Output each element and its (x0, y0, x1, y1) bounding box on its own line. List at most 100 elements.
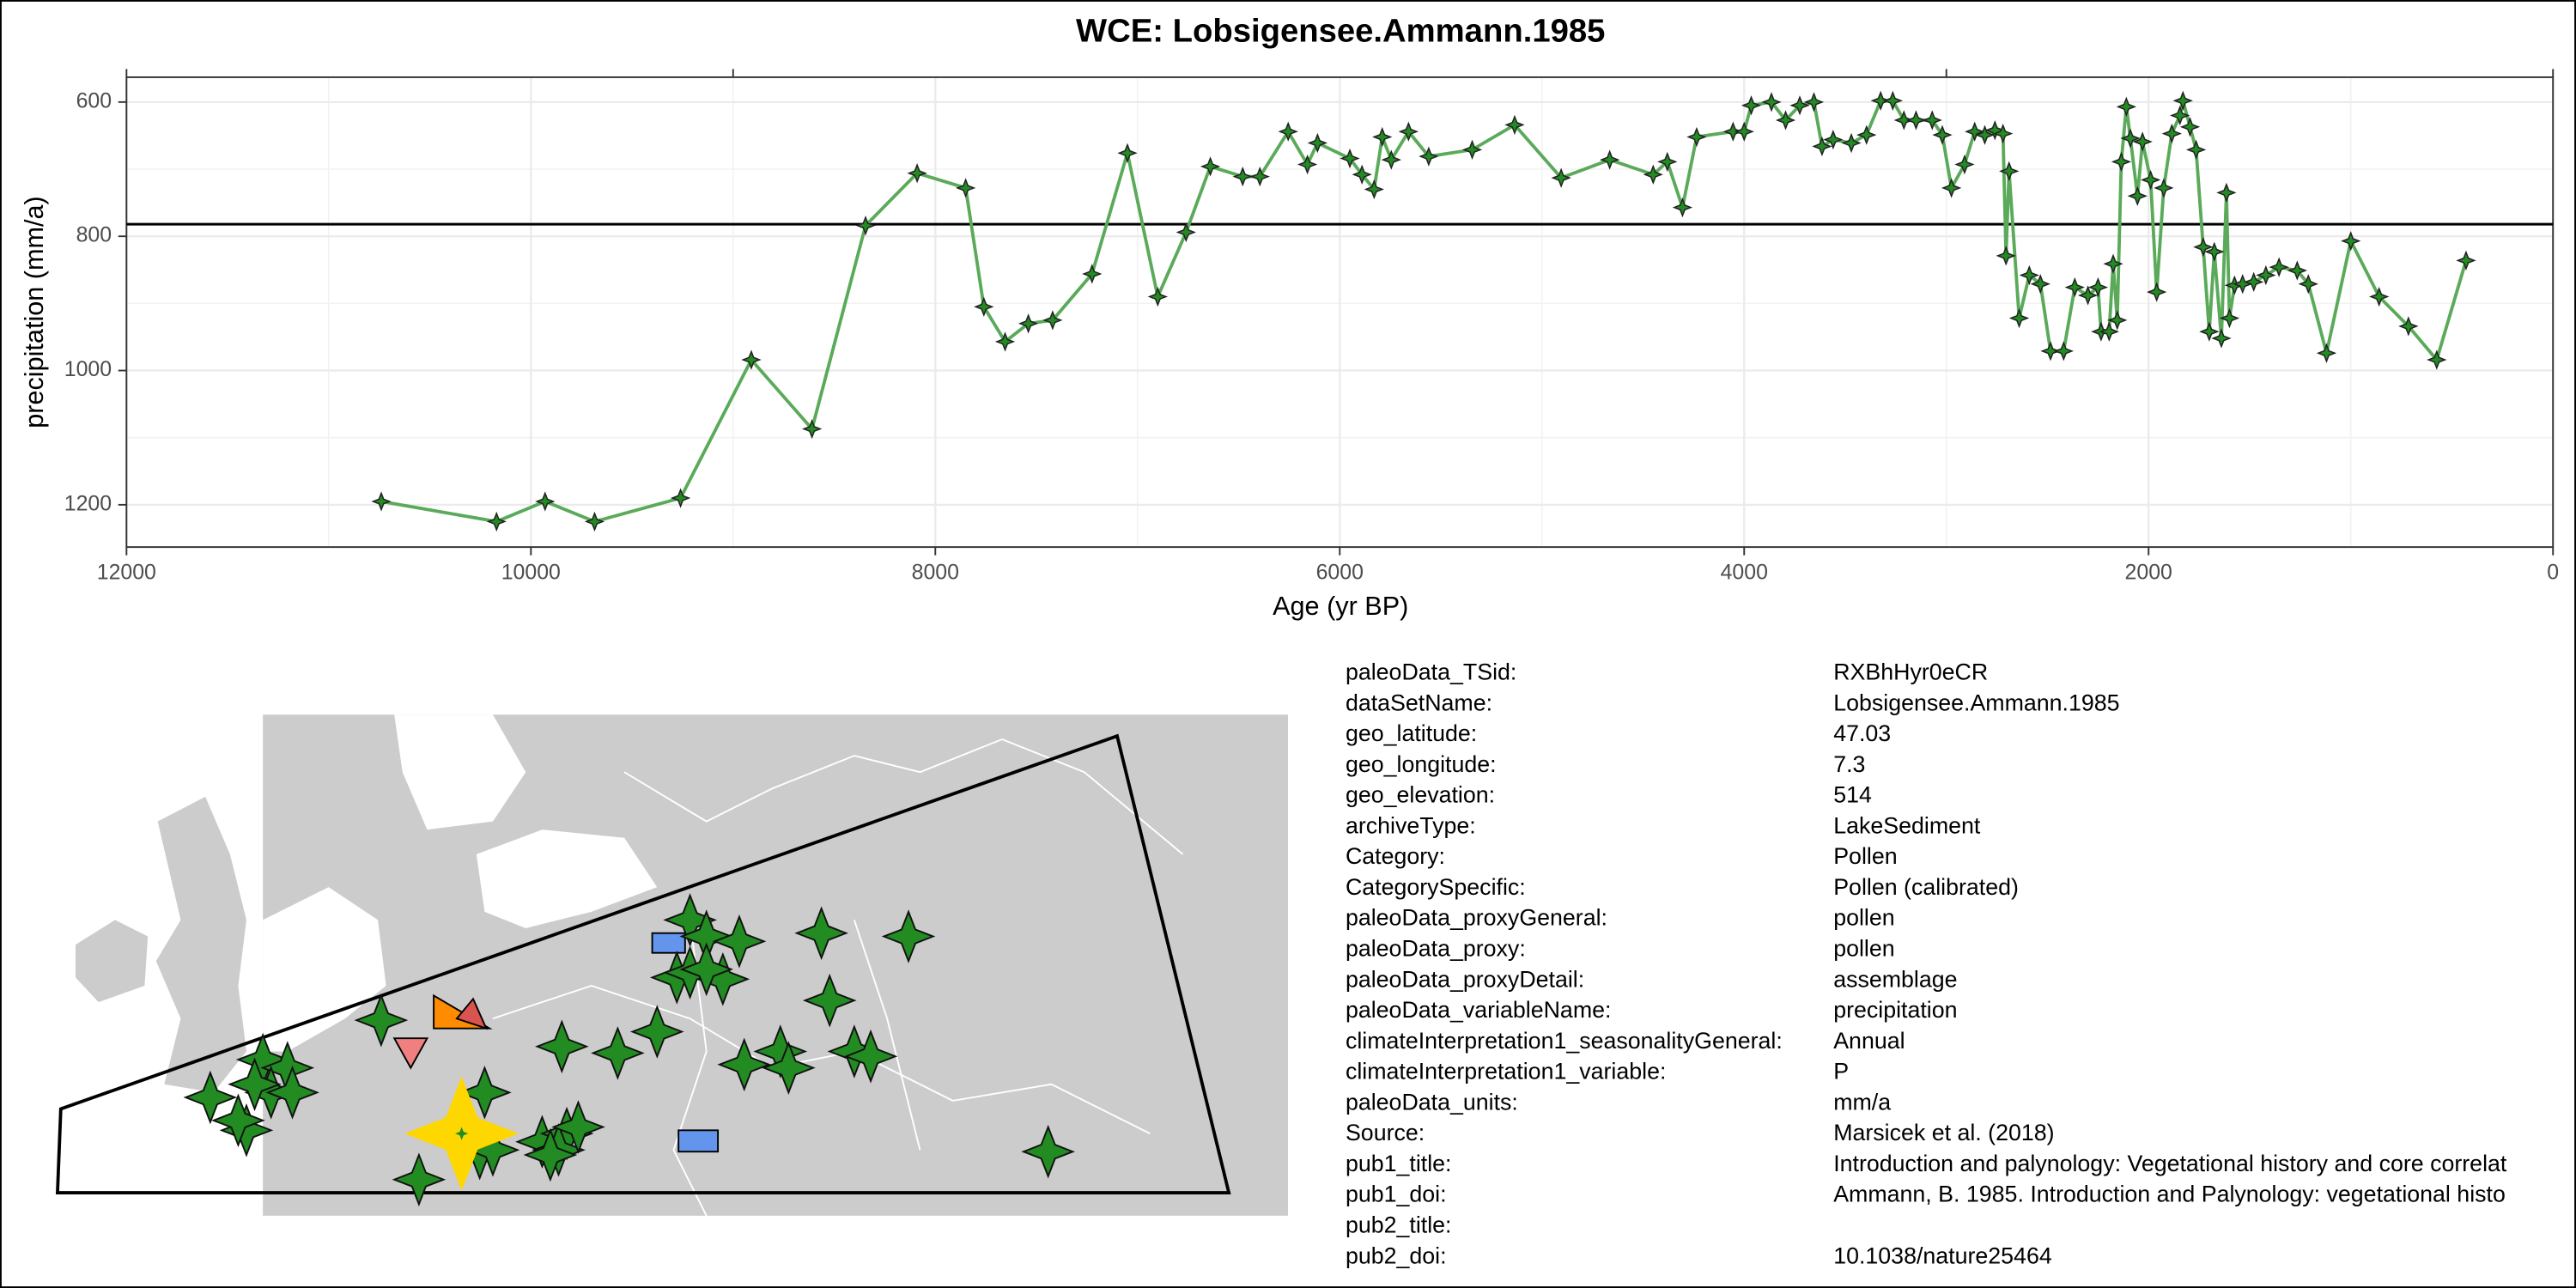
site-marker (591, 1026, 645, 1080)
point (2132, 131, 2153, 152)
point (1893, 110, 1914, 131)
meta-value: pollen (1833, 905, 1894, 931)
point (1249, 166, 1270, 187)
point (1398, 121, 1419, 142)
point (1823, 129, 1844, 150)
meta-value: 10.1038/nature25464 (1833, 1242, 2052, 1268)
point (1999, 161, 2020, 182)
point (1741, 95, 1762, 116)
point (1761, 92, 1782, 112)
meta-value: Lobsigensee.Ammann.1985 (1833, 690, 2119, 715)
site-marker (455, 997, 489, 1030)
point (1686, 126, 1707, 148)
point (2199, 321, 2220, 342)
border (492, 984, 1151, 1135)
site-marker (663, 893, 717, 947)
point (1117, 143, 1138, 163)
site-marker (523, 1127, 578, 1182)
point (1789, 95, 1810, 116)
point (2172, 90, 2193, 111)
meta-value: precipitation (1833, 997, 1957, 1023)
meta-value: mm/a (1833, 1089, 1891, 1115)
meta-key: paleoData_variableName: (1346, 997, 1611, 1023)
land (76, 920, 149, 1003)
point (2111, 151, 2132, 173)
meta-value: 7.3 (1833, 751, 1865, 777)
point (1297, 154, 1318, 175)
meta-value: RXBhHyr0eCR (1833, 659, 1988, 685)
point (2146, 282, 2167, 302)
region-outline (55, 733, 1231, 1194)
meta-key: pub2_doi: (1346, 1242, 1447, 1268)
meta-value: Pollen (1833, 843, 1897, 869)
meta-key: geo_latitude: (1346, 720, 1477, 746)
point (1461, 139, 1483, 161)
site-marker (354, 993, 409, 1048)
point (1672, 197, 1693, 218)
point (2120, 128, 2141, 149)
point (2077, 285, 2099, 306)
land (155, 796, 246, 1093)
point (1941, 178, 1962, 198)
y-tick-label: 1000 (64, 357, 112, 381)
x-tick-label: 10000 (501, 560, 561, 584)
point (2154, 178, 2174, 198)
point (1657, 151, 1678, 173)
point (2244, 271, 2264, 293)
site-marker (265, 1065, 319, 1120)
point (1551, 167, 1571, 188)
selected-site-center (454, 1127, 469, 1140)
meta-value: Annual (1833, 1028, 1905, 1054)
point (2256, 264, 2276, 286)
site-marker (679, 942, 734, 997)
point (1856, 125, 1877, 145)
meta-key: paleoData_proxy: (1346, 936, 1526, 962)
meta-value: assemblage (1833, 966, 1957, 992)
meta-key: climateInterpretation1_variable: (1346, 1059, 1666, 1084)
point (2179, 117, 2201, 137)
point (486, 511, 507, 532)
map (55, 714, 1288, 1217)
point (1922, 110, 1942, 131)
point (2127, 185, 2148, 206)
y-tick-label: 600 (76, 88, 112, 112)
point (2103, 253, 2123, 274)
point (2211, 328, 2232, 349)
point (1954, 154, 1975, 175)
site-marker (802, 973, 857, 1028)
point (2064, 276, 2085, 298)
point (2107, 310, 2128, 331)
point (2456, 250, 2476, 271)
point (741, 349, 762, 370)
point (1307, 132, 1328, 154)
x-tick-label: 12000 (97, 560, 156, 584)
point (1364, 179, 1384, 200)
point (2116, 96, 2136, 117)
sea (394, 714, 526, 830)
point (1352, 164, 1372, 185)
point (371, 491, 392, 512)
point (1775, 110, 1796, 131)
point (1812, 136, 1832, 157)
meta-key: Source: (1346, 1120, 1425, 1145)
meta-key: pub1_title: (1346, 1151, 1452, 1176)
point (1372, 126, 1393, 148)
point (1381, 149, 1401, 170)
point (2140, 169, 2161, 191)
point (1419, 146, 1439, 167)
point (1018, 313, 1039, 334)
point (2269, 257, 2289, 277)
site-marker (1021, 1124, 1076, 1179)
x-tick-label: 8000 (912, 560, 959, 584)
point (2030, 274, 2050, 295)
meta-value: 47.03 (1833, 720, 1891, 746)
border (672, 920, 708, 1217)
point (1965, 121, 1985, 142)
site-marker (753, 1024, 808, 1078)
point (974, 296, 994, 317)
point (1905, 110, 1927, 131)
site-marker (183, 1070, 238, 1125)
point (2053, 341, 2075, 361)
point (2398, 316, 2419, 337)
point (1984, 120, 2005, 141)
